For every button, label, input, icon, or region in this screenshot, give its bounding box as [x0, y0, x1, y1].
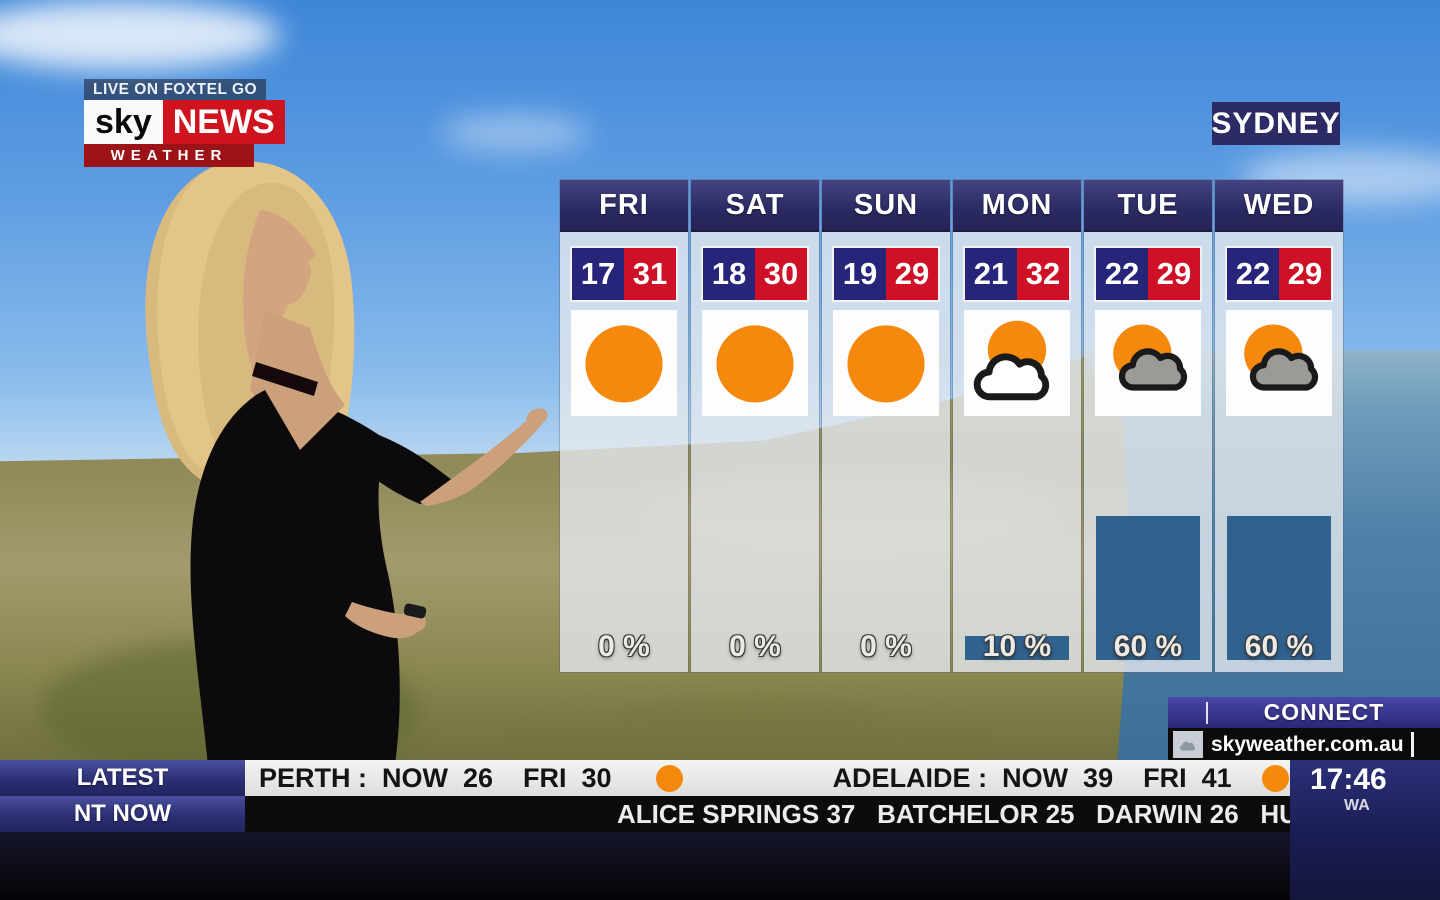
weather-icon-box: [571, 310, 677, 416]
forecast-day-column: SUN 19 29 0 %: [822, 180, 950, 672]
ticker-bottom-band: [0, 832, 1440, 900]
logo-sky-text: sky: [84, 100, 163, 144]
low-temp: 21: [965, 248, 1017, 300]
sunny-icon: [839, 316, 933, 410]
day-label: SAT: [691, 180, 819, 232]
high-temp: 30: [755, 248, 807, 300]
ticker-label-nt-now: NT NOW: [0, 796, 245, 832]
day-label: TUE: [1084, 180, 1212, 232]
rain-chance-label: 0 %: [598, 630, 650, 663]
ticker-row-nt: ALICE SPRINGS 37 BATCHELOR 25 DARWIN 26 …: [245, 796, 1290, 832]
connect-label: CONNECT: [1263, 699, 1385, 725]
temp-range: 19 29: [832, 246, 940, 302]
day-panel: 22 29 60 %: [1084, 232, 1212, 672]
forecast-day-column: MON 21 32 10 %: [953, 180, 1081, 672]
weather-icon-box: [702, 310, 808, 416]
day-label: SUN: [822, 180, 950, 232]
temp-range: 17 31: [570, 246, 678, 302]
weather-icon-box: [1226, 310, 1332, 416]
weather-icon-box: [833, 310, 939, 416]
forecast-day-column: WED 22 29 60 %: [1215, 180, 1343, 672]
day-label: FRI: [560, 180, 688, 232]
low-temp: 22: [1096, 248, 1148, 300]
sunny-icon: [708, 316, 802, 410]
forecast-day-column: TUE 22 29 60 %: [1084, 180, 1212, 672]
ticker-nt-text: ALICE SPRINGS 37 BATCHELOR 25 DARWIN 26 …: [617, 798, 1290, 829]
low-temp: 17: [572, 248, 624, 300]
location-badge: SYDNEY: [1211, 102, 1340, 145]
rain-chance-label: 0 %: [729, 630, 781, 663]
day-panel: 19 29 0 %: [822, 232, 950, 672]
low-temp: 19: [834, 248, 886, 300]
logo-weather-text: WEATHER: [84, 144, 254, 167]
rain-chance-label: 0 %: [860, 630, 912, 663]
skyweather-bar: skyweather.com.au: [1168, 728, 1440, 761]
weather-icon-box: [964, 310, 1070, 416]
logo-news-text: NEWS: [162, 100, 285, 144]
day-panel: 17 31 0 %: [560, 232, 688, 672]
rain-chance-bar: [965, 636, 1069, 660]
day-panel: 18 30 0 %: [691, 232, 819, 672]
temp-range: 22 29: [1094, 246, 1202, 302]
rain-chance-label: 60 %: [1113, 630, 1183, 663]
connect-separator: [1206, 701, 1208, 724]
high-temp: 32: [1017, 248, 1069, 300]
clock-zone: WA: [1344, 797, 1370, 814]
high-temp: 29: [886, 248, 938, 300]
temp-range: 18 30: [701, 246, 809, 302]
ticker-city-adelaide: ADELAIDE : NOW 39 FRI 41: [832, 762, 1232, 793]
day-panel: 21 32 10 %: [953, 232, 1081, 672]
sky-cloud: [440, 115, 590, 151]
skyweather-logo-icon: [1173, 731, 1203, 758]
forecast-day-column: SAT 18 30 0 %: [691, 180, 819, 672]
high-temp: 31: [624, 248, 676, 300]
sunny-icon: [577, 316, 671, 410]
sun-white-cloud-icon: [970, 316, 1064, 410]
rain-chance-label: 60 %: [1244, 630, 1314, 663]
rain-chance-bar: [1096, 516, 1200, 660]
live-badge: LIVE ON FOXTEL GO: [84, 79, 267, 101]
ticker-row-latest: PERTH : NOW 26 FRI 30 ADELAIDE : NOW 39 …: [245, 760, 1290, 796]
forecast-day-column: FRI 17 31 0 %: [560, 180, 688, 672]
sun-grey-cloud-icon: [1232, 316, 1326, 410]
high-temp: 29: [1148, 248, 1200, 300]
sky-news-logo: sky NEWS: [84, 100, 285, 144]
sun-grey-cloud-icon: [1101, 316, 1195, 410]
sun-icon: [1261, 764, 1289, 792]
day-label: MON: [953, 180, 1081, 232]
weather-icon-box: [1095, 310, 1201, 416]
ticker-label-latest: LATEST: [0, 760, 245, 796]
low-temp: 22: [1227, 248, 1279, 300]
skyweather-endbar: [1411, 732, 1414, 757]
sky-cloud: [0, 0, 280, 70]
clock-time: 17:46: [1310, 763, 1387, 796]
day-panel: 22 29 60 %: [1215, 232, 1343, 672]
low-temp: 18: [703, 248, 755, 300]
skyweather-url: skyweather.com.au: [1211, 732, 1404, 756]
ticker-city-perth: PERTH : NOW 26 FRI 30: [259, 762, 612, 793]
clock-box: 17:46 WA: [1290, 760, 1440, 900]
rain-chance-label: 10 %: [982, 630, 1052, 663]
temp-range: 22 29: [1225, 246, 1333, 302]
forecast-panel: FRI 17 31 0 % SAT 18 30: [560, 180, 1343, 672]
presenter-figure: [145, 160, 548, 765]
temp-range: 21 32: [963, 246, 1071, 302]
high-temp: 29: [1279, 248, 1331, 300]
sun-icon: [655, 764, 683, 792]
rain-chance-bar: [1227, 516, 1331, 660]
day-label: WED: [1215, 180, 1343, 232]
connect-bar: CONNECT: [1168, 697, 1440, 728]
